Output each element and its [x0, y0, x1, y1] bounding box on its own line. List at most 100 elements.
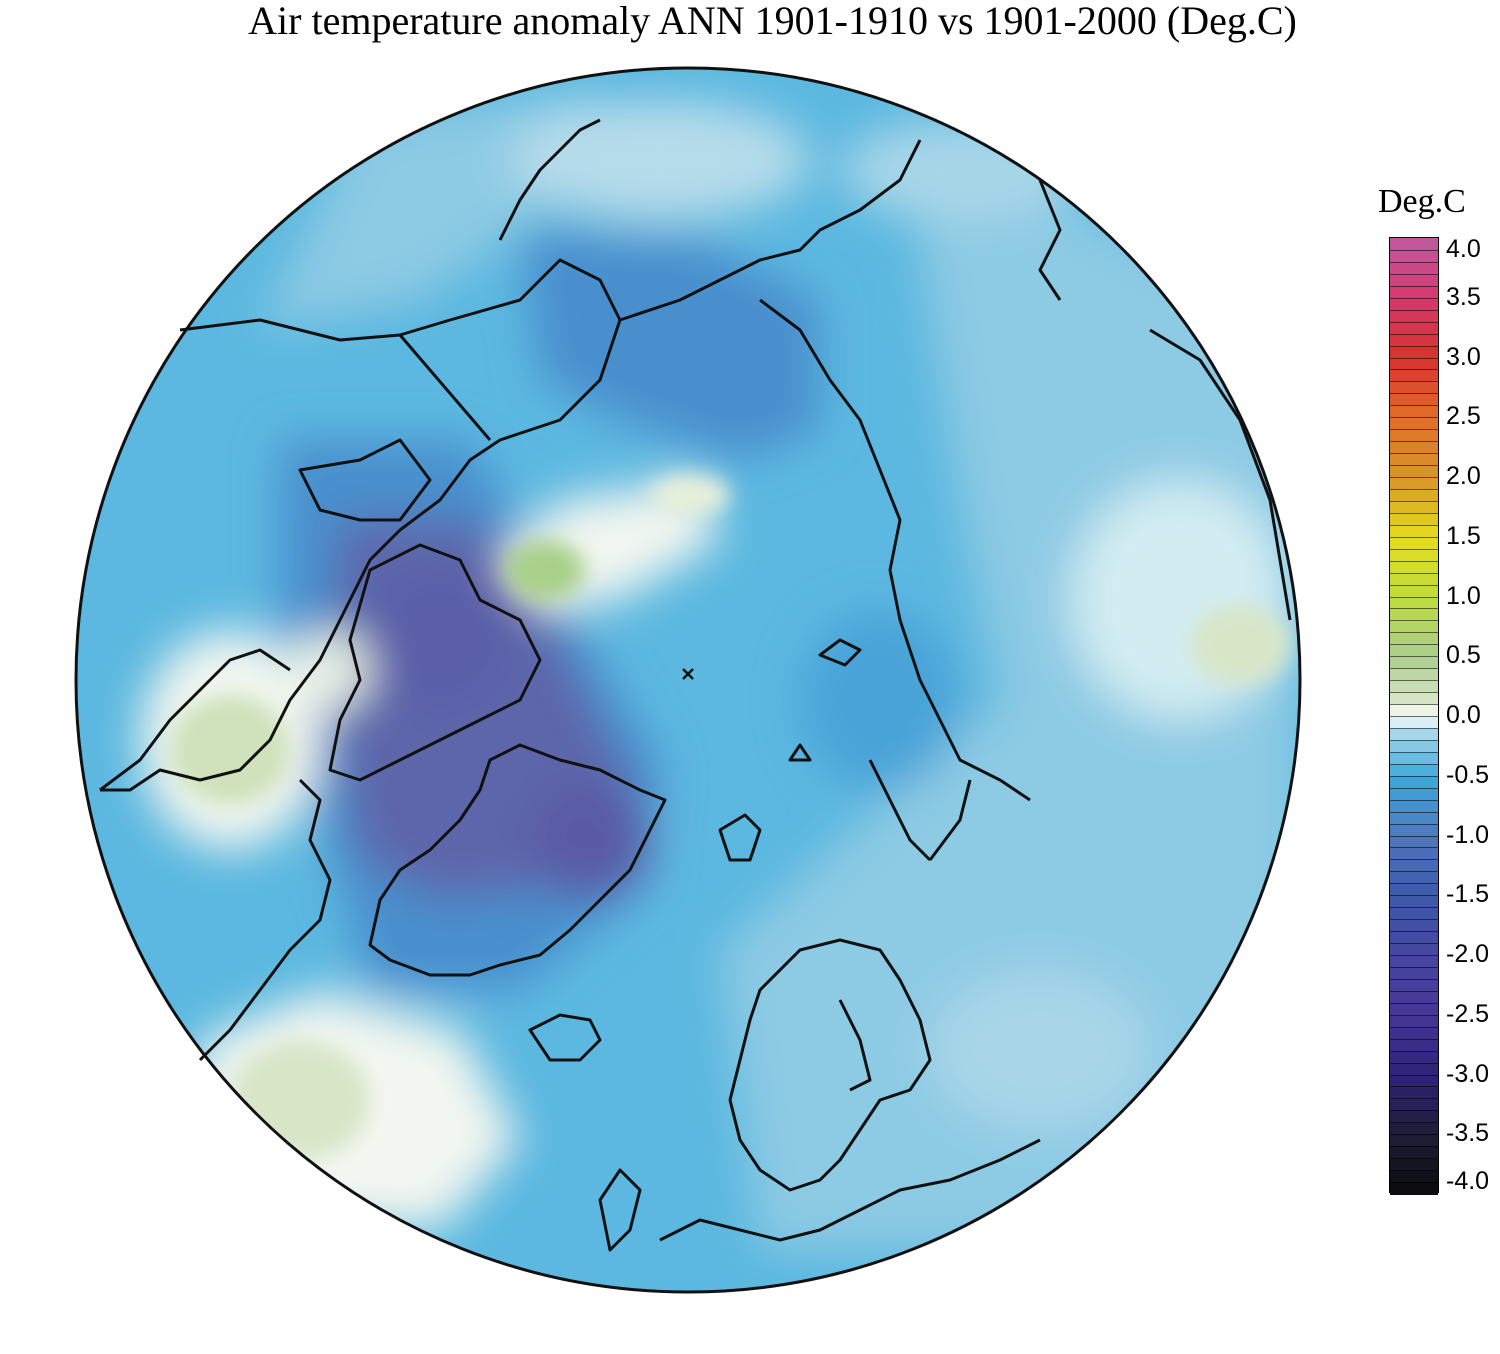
colorbar-divider — [1390, 680, 1438, 682]
alaska-coast — [498, 118, 601, 241]
colorbar-divider — [1390, 1074, 1438, 1076]
colorbar-divider — [1390, 393, 1438, 395]
colorbar-tick-label: 3.0 — [1446, 342, 1481, 371]
colorbar-divider — [1390, 512, 1438, 514]
colorbar-divider — [1390, 1134, 1438, 1136]
colorbar-tick-label: -0.5 — [1446, 760, 1490, 789]
canadian-archipelago-coast — [328, 543, 542, 782]
colorbar-segment — [1390, 524, 1438, 538]
colorbar-segment — [1390, 1110, 1438, 1123]
europe-coast — [598, 1168, 642, 1252]
colorbar-divider — [1390, 477, 1438, 478]
colorbar-tick-label: -2.5 — [1446, 999, 1490, 1028]
colorbar-divider — [1390, 907, 1438, 909]
colorbar-segment — [1390, 895, 1438, 908]
colorbar-tick-label: 0.0 — [1446, 701, 1481, 729]
colorbar-divider — [1390, 345, 1438, 347]
colorbar-divider — [1390, 285, 1438, 287]
colorbar-divider — [1390, 465, 1438, 467]
colorbar-divider — [1390, 1026, 1438, 1028]
colorbar-divider — [1390, 273, 1438, 275]
colorbar-segment — [1390, 1050, 1438, 1064]
colorbar-segment — [1390, 1122, 1438, 1135]
colorbar-divider — [1390, 787, 1438, 789]
colorbar-divider — [1390, 978, 1438, 980]
colorbar-divider — [1390, 1062, 1438, 1064]
colorbar-divider — [1390, 1110, 1438, 1112]
colorbar-segment — [1390, 261, 1438, 275]
colorbar-divider — [1390, 823, 1438, 825]
colorbar-divider — [1390, 1170, 1438, 1172]
colorbar-segment — [1390, 716, 1438, 729]
colorbar-divider — [1390, 990, 1438, 992]
colorbar-divider — [1390, 417, 1438, 419]
colorbar-segment — [1390, 835, 1438, 849]
colorbar-segment — [1390, 1014, 1438, 1028]
colorbar-segment — [1390, 429, 1438, 442]
colorbar-tick-label: -1.5 — [1446, 880, 1490, 909]
colorbar-segment — [1390, 465, 1438, 478]
colorbar-segment — [1390, 955, 1438, 968]
scandinavia-coast — [728, 938, 932, 1192]
colorbar-divider — [1390, 739, 1438, 741]
colorbar-divider — [1390, 1098, 1438, 1100]
colorbar-segment — [1390, 871, 1438, 884]
colorbar-segment — [1390, 345, 1438, 359]
colorbar-tick-label: -4.0 — [1446, 1167, 1490, 1195]
colorbar-divider — [1390, 632, 1438, 634]
colorbar-divider — [1390, 429, 1438, 431]
colorbar-segment — [1390, 297, 1438, 311]
colorbar-tick-label: 4.0 — [1446, 235, 1481, 263]
colorbar-segment — [1390, 500, 1438, 514]
colorbar-divider — [1390, 644, 1438, 646]
colorbar-divider — [1390, 620, 1438, 622]
colorbar-divider — [1390, 405, 1438, 407]
colorbar-divider — [1390, 596, 1438, 598]
colorbar-segment — [1390, 919, 1438, 932]
colorbar-segment — [1390, 978, 1438, 992]
colorbar-segment — [1390, 238, 1438, 251]
colorbar-divider — [1390, 955, 1438, 956]
colorbar-segment — [1390, 1062, 1438, 1076]
north-america-coast — [100, 258, 622, 792]
colorbar-divider — [1390, 835, 1438, 837]
colorbar-tick-label: 1.0 — [1446, 581, 1481, 610]
colorbar-segment — [1390, 333, 1438, 347]
map-title: Air temperature anomaly ANN 1901-1910 vs… — [248, 0, 1297, 43]
colorbar-segment — [1390, 1002, 1438, 1016]
colorbar-segment — [1390, 811, 1438, 825]
colorbar-tick-label: 1.5 — [1446, 521, 1481, 550]
colorbar-divider — [1390, 249, 1438, 251]
colorbar-tick-label: 2.0 — [1446, 462, 1481, 490]
north-pole-marker — [682, 668, 694, 680]
colorbar-segment — [1390, 249, 1438, 263]
colorbar-divider — [1390, 1050, 1438, 1052]
colorbar-divider — [1390, 883, 1438, 885]
colorbar-segment — [1390, 823, 1438, 837]
colorbar-segment — [1390, 907, 1438, 920]
iceland-coast — [528, 1013, 602, 1062]
colorbar-segment — [1390, 668, 1438, 681]
colorbar-segment — [1390, 692, 1438, 705]
colorbar-segment — [1390, 596, 1438, 610]
colorbar-divider — [1390, 727, 1438, 729]
colorbar-divider — [1390, 704, 1438, 706]
colorbar-divider — [1390, 357, 1438, 359]
colorbar-divider — [1390, 859, 1438, 861]
colorbar-tick-label: -1.0 — [1446, 820, 1490, 849]
colorbar-divider — [1390, 572, 1438, 574]
colorbar-segment — [1390, 739, 1438, 753]
map-boundary-circle — [74, 66, 1302, 1294]
colorbar-segment — [1390, 381, 1438, 394]
colorbar-segment — [1390, 883, 1438, 896]
colorbar-segment — [1390, 1134, 1438, 1147]
colorbar-segment — [1390, 620, 1438, 633]
colorbar-divider — [1390, 811, 1438, 813]
colorbar-divider — [1390, 1146, 1438, 1148]
colorbar-divider — [1390, 966, 1438, 968]
colorbar-segment — [1390, 727, 1438, 741]
colorbar — [1389, 237, 1439, 1195]
colorbar-divider — [1390, 763, 1438, 765]
colorbar-segment — [1390, 1098, 1438, 1111]
colorbar-divider — [1390, 1182, 1438, 1184]
